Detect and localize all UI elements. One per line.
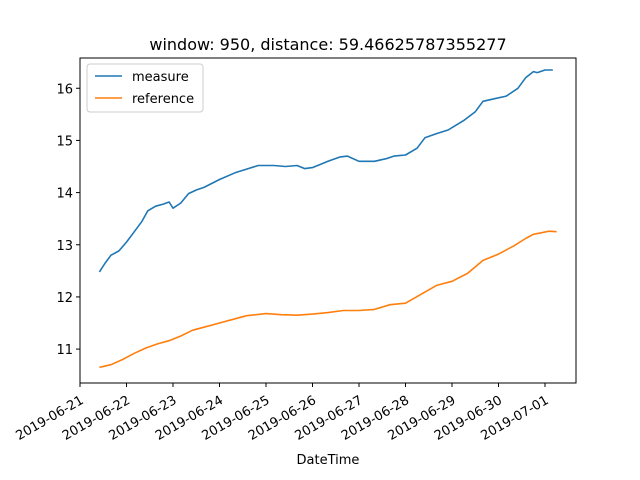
legend-label-reference: reference xyxy=(132,92,194,107)
axes-frame xyxy=(79,57,577,384)
series-line-reference xyxy=(99,230,557,369)
y-tick-label: 14 xyxy=(56,187,73,202)
y-tick-label: 15 xyxy=(56,134,73,149)
y-tick-label: 13 xyxy=(56,239,73,254)
y-tick-label: 16 xyxy=(56,82,73,97)
series-line-measure xyxy=(98,69,553,273)
legend-label-measure: measure xyxy=(132,70,189,85)
plot-area: 2019-06-212019-06-222019-06-232019-06-24… xyxy=(13,57,577,444)
legend: measure reference xyxy=(86,63,204,113)
y-tick-label: 11 xyxy=(56,343,73,358)
y-tick-label: 12 xyxy=(56,291,73,306)
chart-title: window: 950, distance: 59.46625787355277 xyxy=(149,35,506,54)
x-axis-label: DateTime xyxy=(297,453,360,468)
